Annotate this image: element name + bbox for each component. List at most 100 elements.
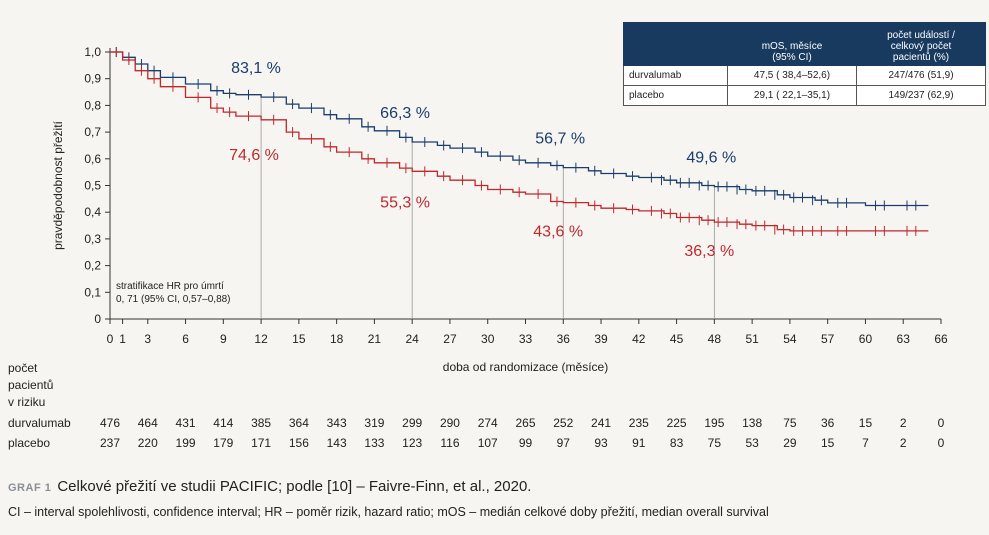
hr-note-line-2: 0, 71 (95% CI, 0,57–0,88) [116, 294, 231, 305]
at-risk-value-durvalumab: 414 [213, 416, 233, 430]
summary-events-durvalumab: 247/476 (51,9) [856, 65, 986, 86]
y-axis-label: pravděpodobnost přežití [51, 120, 65, 249]
at-risk-row-label-placebo: placebo [8, 436, 50, 450]
at-risk-value-placebo: 93 [594, 436, 608, 450]
summary-header-empty [623, 22, 728, 66]
at-risk-value-placebo: 7 [862, 436, 869, 450]
at-risk-value-placebo: 15 [821, 436, 835, 450]
x-tick-label: 12 [254, 332, 268, 346]
x-tick-label: 63 [897, 332, 911, 346]
at-risk-value-placebo: 29 [783, 436, 797, 450]
annotation-durvalumab-12: 83,1 % [231, 60, 281, 77]
at-risk-value-durvalumab: 241 [591, 416, 611, 430]
at-risk-value-durvalumab: 464 [138, 416, 158, 430]
y-tick-label: 0,6 [84, 152, 101, 166]
at-risk-header-line: počet [8, 361, 38, 375]
at-risk-value-durvalumab: 195 [704, 416, 724, 430]
at-risk-header-line: v riziku [8, 395, 45, 409]
x-tick-label: 6 [182, 332, 189, 346]
x-tick-label: 66 [934, 332, 948, 346]
summary-table: mOS, měsíce (95% CI) počet událostí / celk… [623, 22, 986, 106]
y-tick-label: 0,3 [84, 232, 101, 246]
summary-mos-placebo: 29,1 ( 22,1–35,1) [727, 85, 857, 106]
at-risk-value-placebo: 83 [670, 436, 684, 450]
annotation-placebo-48: 36,3 % [684, 243, 734, 260]
y-tick-label: 1,0 [84, 45, 101, 59]
x-tick-label: 36 [557, 332, 571, 346]
at-risk-value-placebo: 123 [402, 436, 422, 450]
x-tick-label: 21 [368, 332, 382, 346]
y-tick-label: 0,8 [84, 98, 101, 112]
table-row: placebo 29,1 ( 22,1–35,1) 149/237 (62,9) [623, 85, 986, 106]
summary-events-placebo: 149/237 (62,9) [856, 85, 986, 106]
at-risk-value-durvalumab: 476 [100, 416, 120, 430]
at-risk-value-durvalumab: 138 [742, 416, 762, 430]
table-row: durvalumab 47,5 ( 38,4–52,6) 247/476 (51… [623, 65, 986, 86]
at-risk-value-placebo: 91 [632, 436, 646, 450]
at-risk-value-durvalumab: 274 [478, 416, 498, 430]
figure-caption: GRAF 1 Celkové přežití ve studii PACIFIC;… [8, 478, 531, 496]
at-risk-value-durvalumab: 2 [900, 416, 907, 430]
at-risk-value-durvalumab: 235 [629, 416, 649, 430]
y-tick-label: 0,2 [84, 259, 101, 273]
at-risk-value-placebo: 99 [519, 436, 533, 450]
at-risk-header-line: pacientů [8, 378, 53, 392]
at-risk-value-placebo: 156 [289, 436, 309, 450]
at-risk-value-durvalumab: 299 [402, 416, 422, 430]
at-risk-value-durvalumab: 252 [553, 416, 573, 430]
y-tick-label: 0,9 [84, 72, 101, 86]
x-tick-label: 39 [594, 332, 608, 346]
at-risk-value-placebo: 0 [938, 436, 945, 450]
at-risk-value-placebo: 143 [327, 436, 347, 450]
at-risk-value-placebo: 2 [900, 436, 907, 450]
at-risk-row-label-durvalumab: durvalumab [8, 416, 71, 430]
annotation-durvalumab-48: 49,6 % [686, 150, 736, 167]
at-risk-value-durvalumab: 0 [938, 416, 945, 430]
series-line-placebo [110, 51, 929, 232]
summary-arm-placebo: placebo [623, 85, 728, 106]
x-tick-label: 27 [443, 332, 457, 346]
at-risk-value-durvalumab: 225 [667, 416, 687, 430]
at-risk-value-placebo: 199 [176, 436, 196, 450]
at-risk-value-placebo: 133 [364, 436, 384, 450]
summary-header-mos: mOS, měsíce (95% CI) [727, 22, 857, 66]
x-tick-label: 33 [519, 332, 533, 346]
annotation-durvalumab-24: 66,3 % [380, 105, 430, 122]
x-axis-label: doba od randomizace (měsíce) [443, 360, 608, 374]
caption-label: GRAF 1 [8, 482, 52, 494]
km-chart: 00,10,20,30,40,50,60,70,80,91,00 1 3 6 9 12 15… [8, 45, 948, 450]
y-tick-label: 0,5 [84, 179, 101, 193]
x-tick-label: 57 [821, 332, 835, 346]
abbreviation-note: CI – interval spolehlivosti, confidence … [8, 505, 769, 519]
at-risk-value-placebo: 116 [440, 436, 459, 450]
x-tick-label: 60 [859, 332, 873, 346]
at-risk-value-placebo: 237 [100, 436, 120, 450]
x-tick-label: 0 [107, 332, 114, 346]
summary-header-events: počet událostí / celkový počet pacientů (%… [856, 22, 986, 66]
x-tick-label: 30 [481, 332, 495, 346]
y-tick-label: 0 [94, 312, 101, 326]
series-line-durvalumab [110, 51, 929, 207]
x-tick-label: 3 [144, 332, 151, 346]
at-risk-value-placebo: 97 [557, 436, 571, 450]
x-tick-label: 42 [632, 332, 646, 346]
at-risk-value-placebo: 179 [213, 436, 233, 450]
y-tick-label: 0,4 [84, 205, 101, 219]
at-risk-value-placebo: 107 [478, 436, 498, 450]
annotation-placebo-24: 55,3 % [380, 194, 430, 211]
at-risk-value-durvalumab: 364 [289, 416, 309, 430]
at-risk-value-durvalumab: 385 [251, 416, 271, 430]
at-risk-value-placebo: 53 [745, 436, 759, 450]
x-tick-label: 54 [783, 332, 797, 346]
y-tick-label: 0,1 [84, 285, 101, 299]
summary-arm-durvalumab: durvalumab [623, 65, 728, 86]
at-risk-value-durvalumab: 265 [515, 416, 535, 430]
x-tick-label: 45 [670, 332, 684, 346]
y-tick-label: 0,7 [84, 125, 101, 139]
annotation-placebo-36: 43,6 % [533, 224, 583, 241]
at-risk-value-durvalumab: 290 [440, 416, 460, 430]
x-tick-label: 51 [745, 332, 759, 346]
x-tick-label: 15 [292, 332, 306, 346]
annotation-placebo-12: 74,6 % [229, 147, 279, 164]
annotation-durvalumab-36: 56,7 % [535, 131, 585, 148]
